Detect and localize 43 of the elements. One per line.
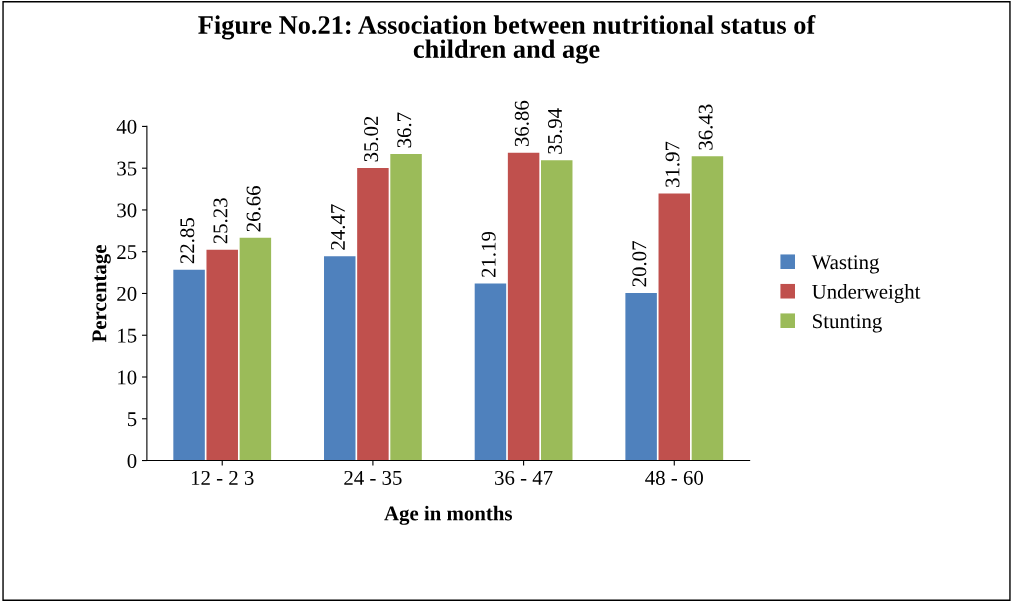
bar bbox=[324, 256, 356, 461]
y-tick-label: 5 bbox=[127, 412, 137, 427]
bar bbox=[173, 269, 205, 461]
legend-label: Wasting bbox=[811, 255, 880, 274]
y-tick-label: 30 bbox=[117, 203, 137, 218]
x-tick-label: 48 - 60 bbox=[645, 470, 703, 485]
x-tick-label: 12 - 2 3 bbox=[191, 470, 254, 485]
data-label: 36.86 bbox=[514, 100, 529, 147]
data-label: 36.43 bbox=[698, 104, 713, 150]
bar bbox=[357, 168, 389, 461]
bar bbox=[390, 153, 422, 461]
bar bbox=[507, 152, 540, 461]
data-label: 24.47 bbox=[330, 204, 346, 250]
bar bbox=[658, 193, 691, 461]
data-label: 35.02 bbox=[364, 116, 379, 162]
legend-label: Stunting bbox=[813, 314, 882, 333]
data-label: 21.19 bbox=[481, 231, 496, 278]
x-tick-label: 36 - 47 bbox=[495, 470, 553, 485]
data-label: 25.23 bbox=[213, 198, 228, 244]
bar bbox=[239, 237, 272, 461]
y-axis-title: Percentage bbox=[92, 245, 111, 343]
y-tick-label: 10 bbox=[118, 370, 137, 385]
bar bbox=[541, 160, 573, 461]
data-label: 20.07 bbox=[632, 241, 647, 287]
data-label: 35.94 bbox=[547, 108, 563, 154]
bar bbox=[206, 249, 238, 461]
x-axis-title: Age in months bbox=[384, 505, 512, 525]
x-tick-label: 24 - 35 bbox=[344, 470, 402, 485]
y-tick-label: 35 bbox=[117, 161, 137, 176]
bar bbox=[474, 283, 507, 461]
bar bbox=[625, 292, 657, 461]
y-tick-label: 40 bbox=[116, 119, 137, 134]
data-label: 22.85 bbox=[180, 218, 195, 264]
y-tick-label: 0 bbox=[127, 453, 137, 468]
data-label: 36.7 bbox=[397, 112, 412, 148]
data-label: 31.97 bbox=[665, 141, 680, 187]
y-tick-label: 25 bbox=[117, 245, 137, 260]
chart-title: Figure No.21: Association between nutritional status of children and age bbox=[198, 15, 816, 64]
y-tick-label: 15 bbox=[118, 328, 137, 343]
legend-label: Underweight bbox=[812, 284, 921, 304]
data-label: 26.66 bbox=[246, 186, 261, 232]
y-tick-label: 20 bbox=[117, 286, 137, 301]
bar bbox=[691, 156, 724, 461]
